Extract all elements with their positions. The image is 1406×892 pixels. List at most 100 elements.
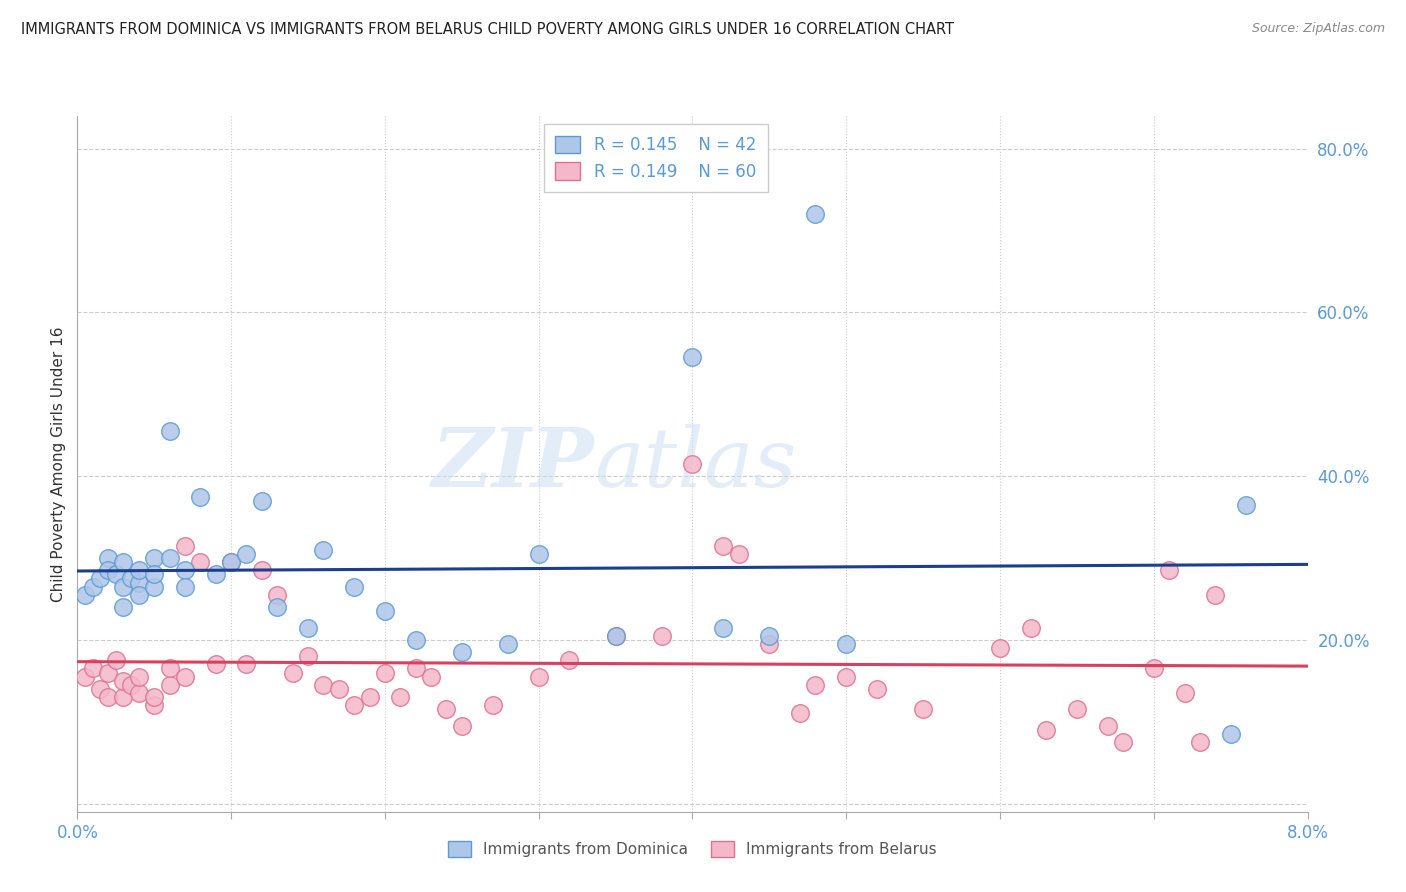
Point	[1159, 563, 1181, 577]
Point	[159, 661, 181, 675]
Point	[866, 681, 889, 696]
Point	[281, 665, 304, 680]
Point	[266, 588, 288, 602]
Y-axis label: Child Poverty Among Girls Under 16: Child Poverty Among Girls Under 16	[51, 326, 66, 601]
Point	[204, 567, 226, 582]
Point	[374, 604, 396, 618]
Point	[143, 551, 166, 566]
Point	[312, 542, 335, 557]
Point	[190, 490, 212, 504]
Text: IMMIGRANTS FROM DOMINICA VS IMMIGRANTS FROM BELARUS CHILD POVERTY AMONG GIRLS UN: IMMIGRANTS FROM DOMINICA VS IMMIGRANTS F…	[21, 22, 955, 37]
Point	[97, 690, 120, 705]
Point	[343, 580, 366, 594]
Point	[235, 547, 257, 561]
Point	[190, 555, 212, 569]
Point	[219, 555, 242, 569]
Point	[143, 690, 166, 705]
Point	[174, 670, 197, 684]
Point	[682, 351, 704, 365]
Text: atlas: atlas	[595, 424, 796, 504]
Point	[174, 563, 197, 577]
Point	[89, 681, 111, 696]
Text: ZIP: ZIP	[432, 424, 595, 504]
Point	[174, 580, 197, 594]
Point	[436, 702, 458, 716]
Point	[789, 706, 811, 721]
Point	[104, 653, 127, 667]
Point	[112, 690, 135, 705]
Point	[988, 640, 1011, 655]
Point	[312, 678, 335, 692]
Point	[89, 571, 111, 585]
Point	[128, 588, 150, 602]
Point	[112, 580, 135, 594]
Point	[219, 555, 242, 569]
Point	[727, 547, 749, 561]
Point	[496, 637, 519, 651]
Point	[1204, 588, 1226, 602]
Point	[835, 637, 858, 651]
Point	[359, 690, 381, 705]
Point	[112, 555, 135, 569]
Point	[527, 547, 550, 561]
Point	[73, 670, 96, 684]
Point	[450, 719, 472, 733]
Point	[527, 670, 550, 684]
Text: Source: ZipAtlas.com: Source: ZipAtlas.com	[1251, 22, 1385, 36]
Point	[174, 539, 197, 553]
Point	[143, 567, 166, 582]
Point	[128, 670, 150, 684]
Point	[1174, 686, 1197, 700]
Point	[1188, 735, 1211, 749]
Point	[711, 539, 734, 553]
Point	[558, 653, 581, 667]
Point	[481, 698, 503, 713]
Point	[420, 670, 443, 684]
Point	[120, 571, 142, 585]
Point	[159, 551, 181, 566]
Point	[1143, 661, 1166, 675]
Point	[143, 698, 166, 713]
Point	[804, 678, 827, 692]
Point	[1035, 723, 1057, 737]
Point	[758, 629, 780, 643]
Point	[204, 657, 226, 672]
Point	[159, 424, 181, 438]
Point	[250, 563, 273, 577]
Point	[912, 702, 935, 716]
Point	[82, 580, 104, 594]
Point	[297, 649, 319, 664]
Point	[758, 637, 780, 651]
Point	[804, 207, 827, 221]
Point	[97, 551, 120, 566]
Point	[1234, 498, 1257, 512]
Point	[328, 681, 350, 696]
Point	[389, 690, 412, 705]
Point	[235, 657, 257, 672]
Point	[343, 698, 366, 713]
Point	[1219, 727, 1241, 741]
Point	[97, 665, 120, 680]
Point	[82, 661, 104, 675]
Point	[73, 588, 96, 602]
Legend: Immigrants from Dominica, Immigrants from Belarus: Immigrants from Dominica, Immigrants fro…	[441, 835, 943, 863]
Point	[605, 629, 627, 643]
Point	[1112, 735, 1135, 749]
Point	[266, 600, 288, 615]
Point	[450, 645, 472, 659]
Point	[405, 632, 427, 647]
Point	[405, 661, 427, 675]
Point	[128, 575, 150, 590]
Point	[651, 629, 673, 643]
Point	[104, 567, 127, 582]
Point	[97, 563, 120, 577]
Point	[120, 678, 142, 692]
Point	[112, 600, 135, 615]
Point	[1066, 702, 1088, 716]
Point	[374, 665, 396, 680]
Point	[159, 678, 181, 692]
Point	[112, 673, 135, 688]
Point	[143, 580, 166, 594]
Point	[605, 629, 627, 643]
Point	[128, 563, 150, 577]
